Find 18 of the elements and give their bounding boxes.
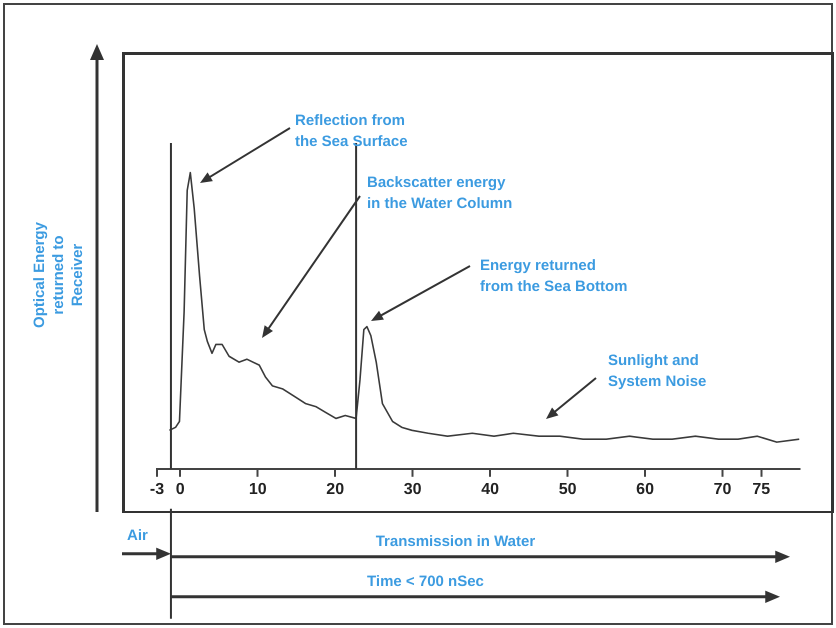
text: Transmission in Water <box>374 532 536 551</box>
annotation: Sunlight and System Noise <box>608 351 708 392</box>
x-tick-label: 70 <box>714 480 732 498</box>
y-axis-title: Optical Energy returned to Receiver <box>30 221 87 330</box>
annotation: Backscatter energy in the Water Column <box>367 173 514 214</box>
text: Reflection from the Sea Surface <box>295 111 409 152</box>
x-tick-label: 60 <box>636 480 654 498</box>
x-tick-label: 50 <box>558 480 577 498</box>
x-tick-label: 20 <box>326 480 344 498</box>
x-tick-label: 75 <box>752 480 770 498</box>
x-tick-label: -3 <box>150 480 164 498</box>
text: Air <box>127 526 149 545</box>
x-tick-label: 40 <box>481 480 500 498</box>
x-tick-label: 10 <box>248 480 267 498</box>
x-tick-label: 30 <box>404 480 422 498</box>
annotation: Energy returned from the Sea Bottom <box>480 256 629 297</box>
text: Time < 700 nSec <box>366 572 485 591</box>
x-tick-label: 0 <box>176 480 185 498</box>
